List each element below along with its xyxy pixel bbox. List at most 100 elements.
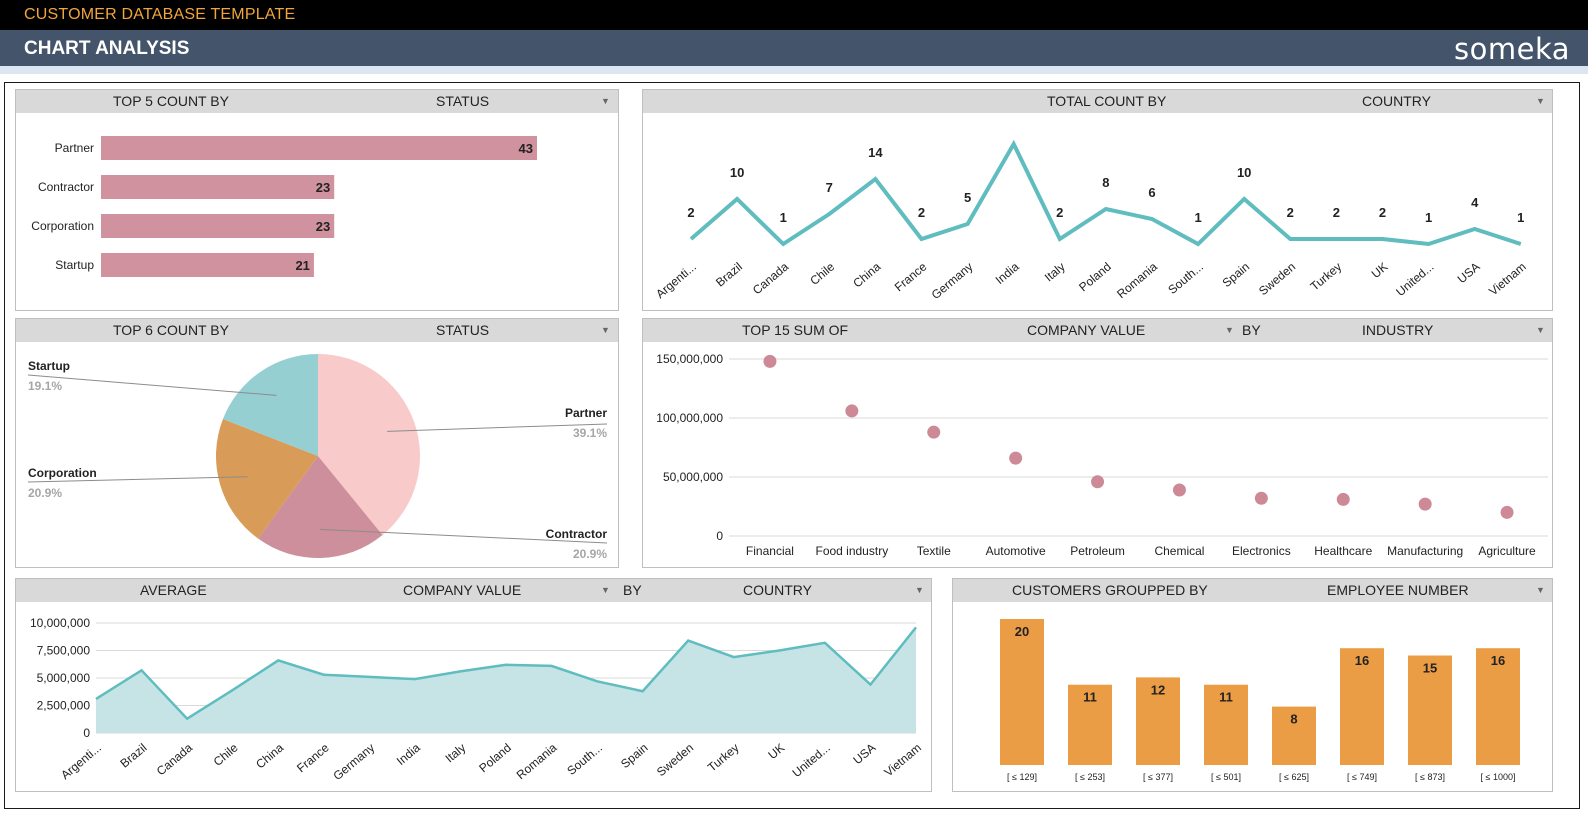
panel-header: TOTAL COUNT BY COUNTRY ▼ xyxy=(643,90,1552,113)
industry-dropdown[interactable]: INDUSTRY xyxy=(1362,322,1434,338)
x-tick-label: Brazil xyxy=(117,741,149,771)
chevron-down-icon[interactable]: ▼ xyxy=(601,585,610,595)
header-divider xyxy=(0,66,1588,74)
x-tick-label: USA xyxy=(850,741,878,768)
x-tick-label: Sweden xyxy=(1256,260,1298,299)
app-title: CUSTOMER DATABASE TEMPLATE xyxy=(24,6,296,23)
x-tick-label: South... xyxy=(1165,260,1206,297)
bar-value-label: 16 xyxy=(1491,653,1505,668)
bar-category-label: Corporation xyxy=(31,219,94,233)
x-tick-label: Chile xyxy=(807,259,837,288)
value-dropdown[interactable]: COMPANY VALUE xyxy=(403,582,522,598)
bar-value-label: 21 xyxy=(295,258,309,273)
x-tick-label: China xyxy=(253,740,286,771)
data-label: 1 xyxy=(1425,210,1432,225)
brand-logo: someka xyxy=(1454,32,1570,66)
x-tick-label: [ ≤ 625] xyxy=(1279,772,1309,782)
x-tick-label: Manufacturing xyxy=(1387,544,1463,558)
slice-percent: 20.9% xyxy=(28,486,62,500)
bar xyxy=(1136,677,1180,765)
y-tick-label: 2,500,000 xyxy=(37,699,91,713)
header-bar: CHART ANALYSIS someka xyxy=(0,30,1588,66)
x-tick-label: Turkey xyxy=(1308,260,1345,294)
x-tick-label: [ ≤ 873] xyxy=(1415,772,1445,782)
data-label: 2 xyxy=(1333,205,1340,220)
country-line-chart: 2Argenti...10Brazil1Canada7Chile14China2… xyxy=(653,139,1529,302)
bar-category-label: Partner xyxy=(55,141,94,155)
x-tick-label: Germany xyxy=(330,741,377,783)
x-tick-label: France xyxy=(892,259,930,294)
x-tick-label: Canada xyxy=(750,259,791,297)
x-tick-label: India xyxy=(394,740,423,768)
panel-header: TOP 15 SUM OF COMPANY VALUE ▼ BY INDUSTR… xyxy=(643,319,1552,342)
data-label: 2 xyxy=(1056,205,1063,220)
x-tick-label: Argenti... xyxy=(58,741,104,783)
employee-dropdown[interactable]: EMPLOYEE NUMBER xyxy=(1327,582,1469,598)
leader-line xyxy=(27,374,277,396)
slice-label: Corporation xyxy=(28,466,97,480)
y-tick-label: 0 xyxy=(83,726,90,740)
bar-value-label: 23 xyxy=(316,180,330,195)
pie-slice xyxy=(318,354,421,535)
chevron-down-icon[interactable]: ▼ xyxy=(601,325,610,335)
chevron-down-icon[interactable]: ▼ xyxy=(601,96,610,106)
scatter-point xyxy=(763,354,777,368)
country-dropdown[interactable]: COUNTRY xyxy=(743,582,812,598)
y-tick-label: 0 xyxy=(716,529,723,543)
x-tick-label: [ ≤ 1000] xyxy=(1481,772,1516,782)
x-tick-label: Italy xyxy=(1042,260,1068,285)
area-fill xyxy=(96,627,916,733)
x-tick-label: [ ≤ 377] xyxy=(1143,772,1173,782)
status-bar-panel: TOP 5 COUNT BY STATUS ▼ Partner 43 Contrac… xyxy=(15,89,619,311)
panel-title: TOP 6 COUNT BY xyxy=(113,322,229,338)
data-label: 10 xyxy=(1237,165,1251,180)
y-tick-label: 50,000,000 xyxy=(663,470,723,484)
bar xyxy=(101,175,335,199)
data-label: 7 xyxy=(826,180,833,195)
x-tick-label: [ ≤ 253] xyxy=(1075,772,1105,782)
x-tick-label: Textile xyxy=(917,544,951,558)
x-tick-label: UK xyxy=(765,741,787,762)
chevron-down-icon[interactable]: ▼ xyxy=(1536,96,1545,106)
pie-slice xyxy=(222,354,318,456)
leader-line xyxy=(27,476,248,483)
panel-title: TOP 15 SUM OF xyxy=(742,322,849,338)
data-label: 2 xyxy=(1379,205,1386,220)
status-dropdown[interactable]: STATUS xyxy=(436,93,490,109)
leader-line xyxy=(387,423,608,432)
bar-value-label: 43 xyxy=(519,141,533,156)
x-tick-label: Romania xyxy=(514,740,560,782)
chevron-down-icon[interactable]: ▼ xyxy=(1225,325,1234,335)
chevron-down-icon[interactable]: ▼ xyxy=(915,585,924,595)
employee-group-panel: CUSTOMERS GROUPPED BY EMPLOYEE NUMBER ▼ … xyxy=(952,578,1553,792)
y-tick-label: 5,000,000 xyxy=(37,671,91,685)
x-tick-label: UK xyxy=(1369,260,1391,281)
x-tick-label: Automotive xyxy=(986,544,1046,558)
bar xyxy=(1204,684,1248,765)
x-tick-label: Electronics xyxy=(1232,544,1291,558)
data-label: 10 xyxy=(730,165,744,180)
pie-slice xyxy=(258,456,383,558)
status-pie-panel: TOP 6 COUNT BY STATUS ▼ Partner 39.1% Cont… xyxy=(15,318,619,568)
slice-percent: 19.1% xyxy=(28,379,62,393)
bar-category-label: Startup xyxy=(55,258,94,272)
scatter-point xyxy=(845,404,859,418)
chevron-down-icon[interactable]: ▼ xyxy=(1536,325,1545,335)
status-dropdown[interactable]: STATUS xyxy=(436,322,490,338)
series-line xyxy=(95,626,917,721)
data-label: 1 xyxy=(780,210,787,225)
value-dropdown[interactable]: COMPANY VALUE xyxy=(1027,322,1146,338)
x-tick-label: Petroleum xyxy=(1070,544,1125,558)
data-label: 2 xyxy=(1287,205,1294,220)
country-dropdown[interactable]: COUNTRY xyxy=(1362,93,1431,109)
bar xyxy=(1476,648,1520,765)
chevron-down-icon[interactable]: ▼ xyxy=(1536,585,1545,595)
pie-slice xyxy=(216,419,318,539)
bar-value-label: 12 xyxy=(1151,682,1165,697)
bar xyxy=(101,214,335,238)
x-tick-label: Poland xyxy=(1076,260,1114,295)
x-tick-label: Vietnam xyxy=(881,741,924,780)
series-line xyxy=(689,139,1522,247)
x-tick-label: Financial xyxy=(746,544,794,558)
bar-value-label: 20 xyxy=(1015,624,1029,639)
